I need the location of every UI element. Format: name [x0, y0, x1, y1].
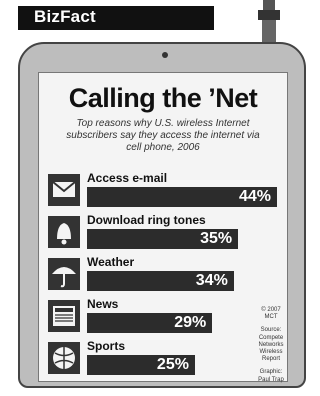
chart-title: Calling the ’Net	[68, 83, 258, 113]
speaker-dot	[162, 52, 168, 58]
bar: 35%	[87, 229, 239, 249]
bar-label: Access e-mail	[87, 171, 168, 185]
brand-logo: BizFact	[34, 7, 96, 26]
bar-value-label: 44%	[238, 188, 271, 205]
bar-row-sports: Sports 25%	[47, 339, 277, 379]
bar-row-email: Access e-mail 44%	[47, 171, 277, 211]
phone-screen: Calling the ’Net Top reasons why U.S. wi…	[38, 72, 288, 384]
antenna-icon	[258, 0, 280, 46]
bar-label: News	[87, 297, 119, 311]
bar-value-label: 35%	[200, 230, 233, 247]
umbrella-icon	[48, 258, 80, 290]
bar: 34%	[87, 271, 234, 291]
bar-row-weather: Weather 34%	[47, 255, 277, 295]
bar-label: Weather	[87, 255, 135, 269]
ball-icon	[48, 342, 80, 374]
bar: 29%	[87, 313, 213, 333]
bar: 44%	[87, 187, 277, 207]
header-bar: BizFact	[18, 6, 214, 30]
bar-row-news: News 29%	[47, 297, 277, 337]
bar-value-label: 25%	[156, 356, 189, 373]
phone-frame: Calling the ’Net Top reasons why U.S. wi…	[18, 42, 306, 388]
bar-value-label: 34%	[195, 272, 228, 289]
bar-row-ringtones: Download ring tones 35%	[47, 213, 277, 253]
graphic-credit: Graphic: Paul Trap	[258, 369, 284, 383]
bar-label: Sports	[87, 339, 126, 353]
envelope-icon	[48, 174, 80, 206]
chart-subtitle: Top reasons why U.S. wireless Internet s…	[66, 118, 260, 153]
bar-value-label: 29%	[174, 314, 207, 331]
source-text: Source: Compete Networks Wireless Report	[258, 327, 284, 363]
newspaper-icon	[48, 300, 80, 332]
bar: 25%	[87, 355, 195, 375]
bell-icon	[48, 216, 80, 248]
source-note: © 2007 MCT Source: Compete Networks Wire…	[254, 307, 288, 384]
copyright-text: © 2007 MCT	[261, 307, 281, 321]
bar-label: Download ring tones	[87, 213, 206, 227]
